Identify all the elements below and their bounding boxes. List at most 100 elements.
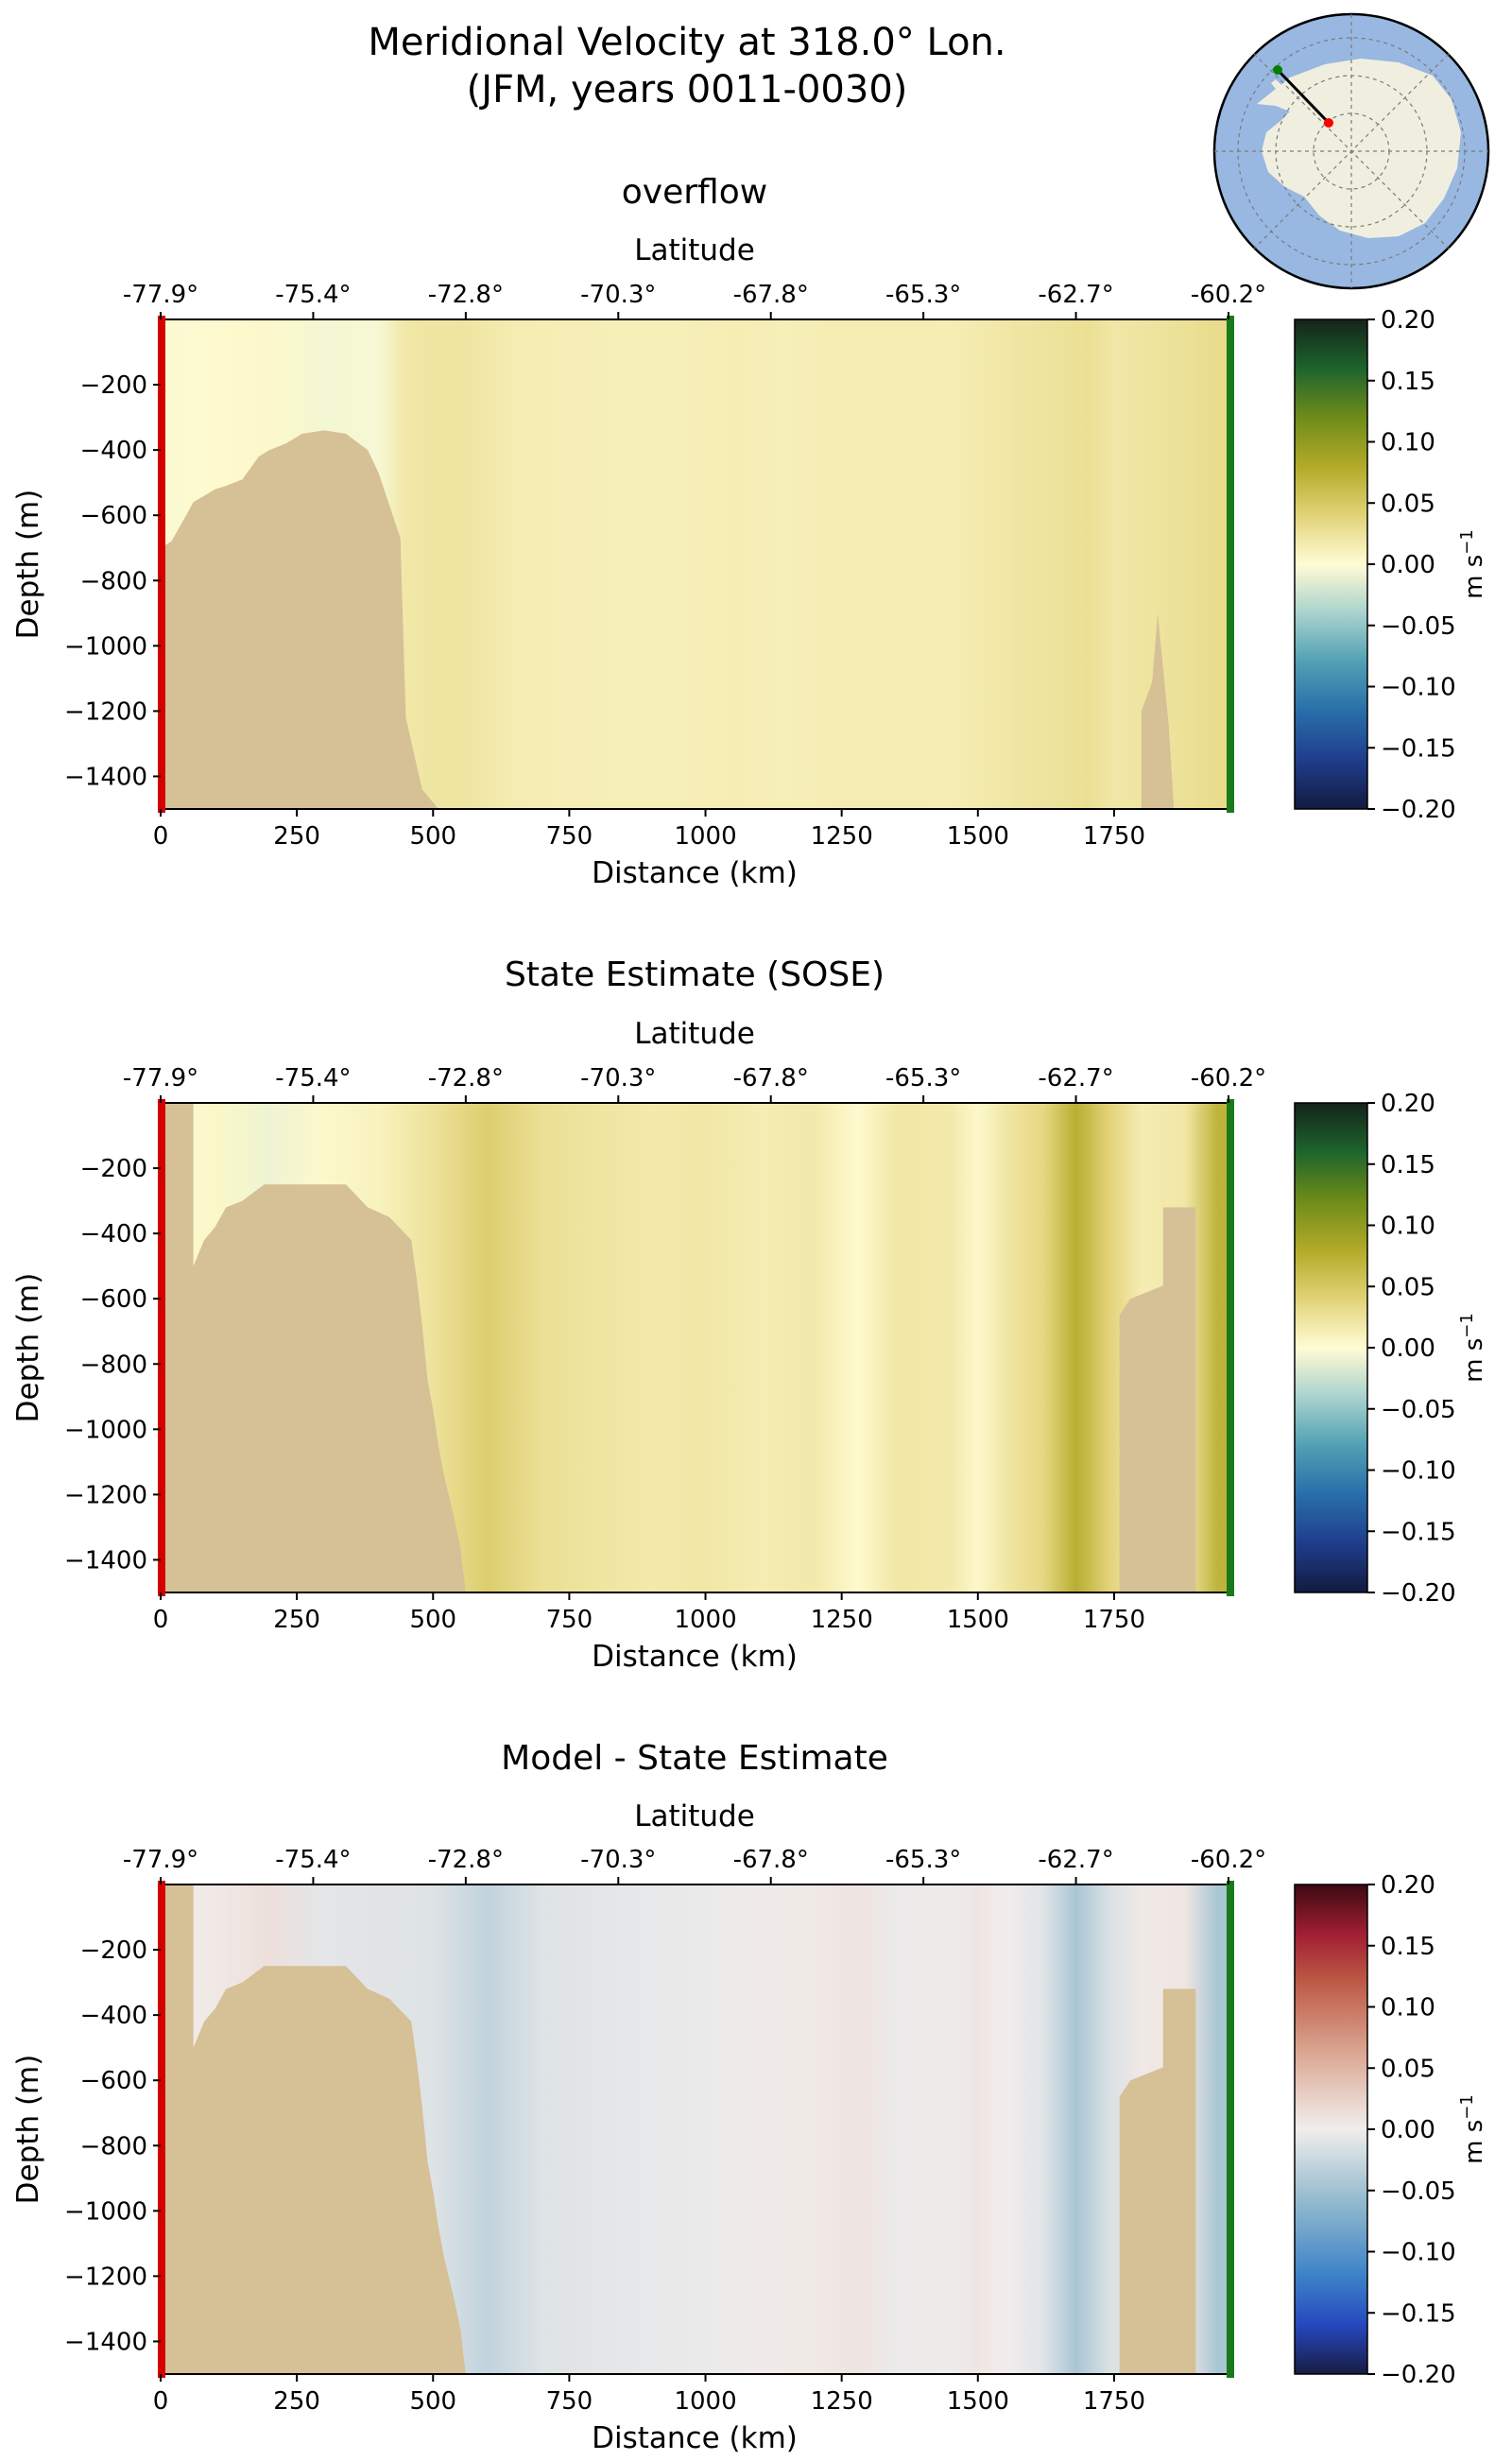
y-axis-label: Depth (m)	[11, 490, 45, 640]
colorbar-tick-label: 0.10	[1381, 429, 1435, 457]
x-tick-label: 1750	[1083, 822, 1145, 851]
x-tick-label: 1500	[947, 2387, 1009, 2416]
colorbar-tick-label: −0.10	[1381, 2239, 1456, 2267]
section-end-edge	[1227, 316, 1234, 813]
lat-tick-label: -67.8°	[733, 1846, 809, 1874]
x-tick-label: 0	[153, 822, 169, 851]
x-tick-label: 1500	[947, 1606, 1009, 1634]
inset-section-line	[1276, 68, 1331, 125]
colorbar-tick-label: −0.05	[1381, 612, 1456, 641]
section-start-edge	[158, 316, 165, 813]
panel-title: overflow	[622, 173, 767, 212]
colorbar-tick-label: 0.20	[1381, 306, 1435, 335]
colorbar-tick-label: 0.05	[1381, 2055, 1435, 2083]
x-axis-label: Distance (km)	[592, 1640, 798, 1674]
x-tick-label: 250	[273, 1606, 320, 1634]
colorbar-tick-label: −0.05	[1381, 1396, 1456, 1424]
lat-tick-label: -60.2°	[1191, 1846, 1266, 1874]
colorbar-tick-label: −0.15	[1381, 734, 1456, 763]
panel-sose: State Estimate (SOSE) Latitude 0 250 500 750 1…	[11, 955, 1488, 1674]
y-axis-label: Depth (m)	[11, 1273, 45, 1423]
inset-section-start-marker	[1324, 118, 1333, 128]
x-tick-label: 1000	[674, 2387, 736, 2416]
colorbar-tick-label: 0.10	[1381, 1213, 1435, 1241]
y-axis-label: Depth (m)	[11, 2055, 45, 2205]
y-tick-label: −1200	[64, 1481, 147, 1509]
x-tick-label: 750	[546, 2387, 593, 2416]
y-tick-label: −400	[80, 1220, 147, 1248]
inset-antarctica-land	[1257, 59, 1461, 238]
y-tick-label: −800	[80, 1351, 147, 1379]
x-tick-label: 1750	[1083, 2387, 1145, 2416]
x-tick-label: 1500	[947, 822, 1009, 851]
y-tick-label: −200	[80, 1936, 147, 1965]
x-axis-label: Distance (km)	[592, 856, 798, 890]
x-tick-label: 1750	[1083, 1606, 1145, 1634]
section-start-edge	[158, 1881, 165, 2378]
latitude-axis-label: Latitude	[634, 233, 755, 267]
lat-tick-label: -72.8°	[428, 1846, 504, 1874]
panel-title: State Estimate (SOSE)	[505, 955, 885, 994]
panel-diff: Model - State Estimate Latitude 0 250 500 750…	[11, 1739, 1488, 2455]
colorbar-tick-label: 0.00	[1381, 551, 1435, 579]
y-tick-label: −600	[80, 2067, 147, 2095]
y-tick-label: −200	[80, 371, 147, 400]
bathymetry	[161, 430, 1175, 809]
lat-tick-label: -70.3°	[580, 1846, 656, 1874]
colorbar-tick-label: −0.10	[1381, 1457, 1456, 1486]
colorbar-tick-label: 0.15	[1381, 1933, 1435, 1961]
lat-tick-label: -65.3°	[885, 281, 961, 309]
x-tick-label: 750	[546, 822, 593, 851]
x-tick-label: 1250	[811, 2387, 873, 2416]
y-tick-label: −1000	[64, 632, 147, 661]
colorbar-tick-label: 0.05	[1381, 490, 1435, 518]
x-axis-label: Distance (km)	[592, 2421, 798, 2455]
colorbar-tick-label: −0.20	[1381, 1579, 1456, 1608]
colorbar-tick-label: −0.20	[1381, 796, 1456, 824]
colorbar-label-exponent: −1	[1457, 529, 1477, 555]
colorbar-tick-label: 0.15	[1381, 1151, 1435, 1179]
colorbar-tick-label: 0.00	[1381, 1334, 1435, 1363]
y-tick-label: −1400	[64, 763, 147, 791]
x-tick-label: 250	[273, 822, 320, 851]
lat-tick-label: -62.7°	[1038, 1846, 1113, 1874]
latitude-axis-label: Latitude	[634, 1017, 755, 1051]
lat-tick-label: -77.9°	[123, 281, 198, 309]
antarctica-locator-map	[1212, 12, 1490, 290]
inset-peninsula	[1271, 79, 1302, 113]
y-tick-label: −800	[80, 2132, 147, 2160]
lat-tick-label: -67.8°	[733, 281, 809, 309]
figure-title-line2: (JFM, years 0011-0030)	[467, 68, 908, 112]
x-tick-label: 250	[273, 2387, 320, 2416]
x-tick-label: 1250	[811, 822, 873, 851]
lat-tick-label: -62.7°	[1038, 1064, 1113, 1093]
y-tick-label: −400	[80, 437, 147, 465]
figure-title-line1: Meridional Velocity at 318.0° Lon.	[368, 21, 1005, 64]
x-tick-label: 500	[409, 822, 456, 851]
colorbar-tick-label: −0.15	[1381, 2299, 1456, 2328]
y-tick-label: −1400	[64, 1546, 147, 1575]
colorbar-tick-label: 0.05	[1381, 1273, 1435, 1301]
lat-tick-label: -70.3°	[580, 1064, 656, 1093]
lat-tick-label: -62.7°	[1038, 281, 1113, 309]
lat-tick-label: -75.4°	[275, 1064, 351, 1093]
x-tick-label: 1000	[674, 822, 736, 851]
colorbar-tick-label: −0.10	[1381, 674, 1456, 702]
lat-tick-label: -77.9°	[123, 1846, 198, 1874]
x-tick-label: 750	[546, 1606, 593, 1634]
section-start-edge	[158, 1099, 165, 1596]
y-tick-label: −1000	[64, 1416, 147, 1444]
colorbar-label: m s−1	[1457, 1313, 1488, 1383]
x-tick-label: 0	[153, 1606, 169, 1634]
section-end-edge	[1227, 1099, 1234, 1596]
lat-tick-label: -72.8°	[428, 281, 504, 309]
colorbar	[1294, 1102, 1368, 1593]
colorbar-tick-label: 0.20	[1381, 1871, 1435, 1900]
lat-tick-label: -67.8°	[733, 1064, 809, 1093]
lat-tick-label: -72.8°	[428, 1064, 504, 1093]
bathymetry	[161, 1103, 1196, 1592]
panel-overflow: overflow Latitude 0 250 500 750 1000 1250 1500 17…	[11, 173, 1488, 890]
colorbar-tick-label: 0.20	[1381, 1090, 1435, 1118]
colorbar	[1294, 1884, 1368, 2375]
